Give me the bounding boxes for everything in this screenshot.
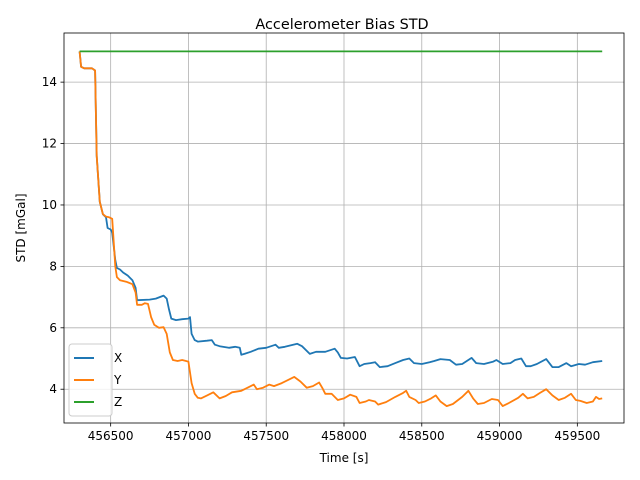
series-line-y: [78, 51, 603, 408]
series-line-x: [78, 51, 603, 369]
x-tick-label: 457500: [243, 429, 289, 443]
x-tick-label: 458500: [399, 429, 445, 443]
legend-label-z: Z: [114, 395, 122, 409]
legend-label-x: X: [114, 351, 122, 365]
series-layer: [78, 50, 603, 408]
y-tick-label: 4: [49, 382, 57, 396]
legend-label-y: Y: [113, 373, 122, 387]
chart-title: Accelerometer Bias STD: [255, 17, 428, 33]
y-axis: 4 6 8 10 12 14: [42, 75, 64, 396]
x-tick-label: 459500: [554, 429, 600, 443]
y-tick-label: 8: [49, 259, 57, 273]
y-tick-label: 12: [42, 137, 57, 151]
x-tick-label: 459000: [477, 429, 523, 443]
x-axis: 456500 457000 457500 458000 458500 459000 4595…: [88, 423, 600, 443]
x-tick-label: 458000: [321, 429, 367, 443]
legend: X Y Z: [68, 343, 122, 417]
y-tick-label: 6: [49, 321, 57, 335]
y-tick-label: 10: [42, 198, 57, 212]
x-axis-label: Time [s]: [319, 451, 369, 465]
y-axis-label: STD [mGal]: [14, 193, 28, 262]
y-tick-label: 14: [42, 75, 57, 89]
x-tick-label: 457000: [166, 429, 212, 443]
x-tick-label: 456500: [88, 429, 134, 443]
